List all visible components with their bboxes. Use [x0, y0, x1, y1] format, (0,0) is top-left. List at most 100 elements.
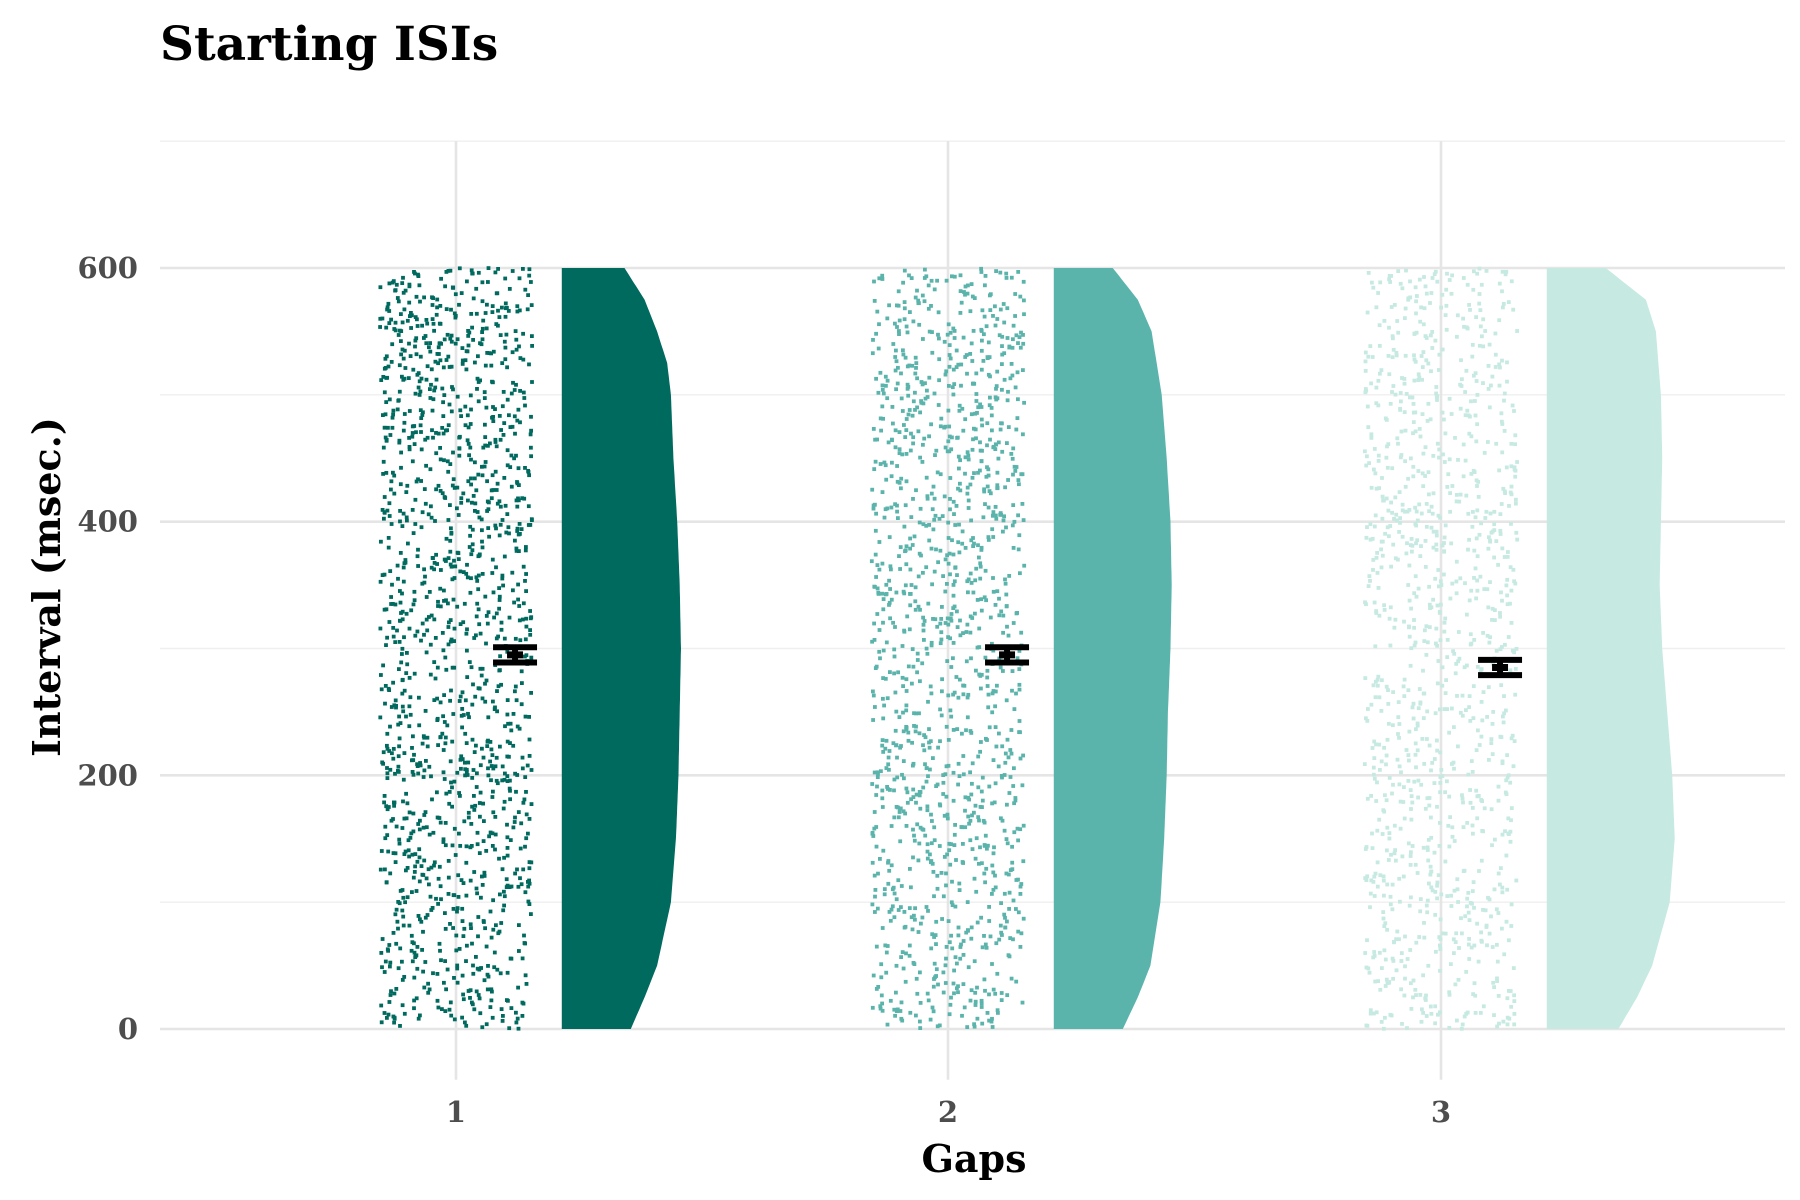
data-point [957, 466, 961, 471]
data-point [517, 522, 522, 526]
data-point [951, 692, 955, 697]
data-point [404, 714, 408, 719]
data-point [962, 290, 966, 294]
data-point [396, 764, 401, 769]
data-point [1366, 354, 1371, 359]
data-point [920, 460, 925, 464]
data-point [1429, 333, 1433, 338]
data-point [512, 388, 517, 392]
data-point [1429, 835, 1434, 840]
data-point [391, 279, 396, 283]
data-point [457, 831, 461, 836]
data-point [442, 599, 446, 603]
data-point [1409, 794, 1414, 798]
data-point [1429, 768, 1433, 773]
data-point [1425, 796, 1430, 801]
data-point [381, 445, 386, 450]
data-point [503, 345, 508, 350]
data-point [513, 815, 517, 820]
data-point [444, 667, 449, 672]
data-point [399, 450, 403, 455]
data-point [1436, 873, 1441, 878]
data-point [923, 396, 928, 401]
data-point [1380, 539, 1385, 544]
data-point [1004, 837, 1009, 841]
data-point [449, 688, 453, 693]
data-point [902, 300, 907, 304]
data-point [887, 868, 892, 873]
data-point [1417, 375, 1422, 380]
data-point [409, 326, 413, 330]
data-point [486, 766, 490, 771]
data-point [941, 970, 946, 975]
data-point [1512, 739, 1517, 743]
data-point [437, 816, 442, 820]
data-point [1409, 807, 1413, 811]
data-point [435, 665, 440, 670]
data-point [443, 927, 448, 931]
data-point [885, 396, 890, 401]
data-point [972, 876, 977, 881]
data-point [888, 670, 892, 674]
data-point [939, 871, 944, 875]
data-point [401, 356, 406, 361]
data-point [524, 790, 528, 794]
data-point [1389, 305, 1394, 309]
data-point [1438, 968, 1442, 973]
data-point [999, 609, 1004, 614]
data-point [385, 947, 390, 952]
data-point [882, 892, 887, 897]
data-point [1499, 683, 1504, 687]
data-point [983, 502, 987, 506]
data-point [411, 602, 416, 607]
data-point [979, 915, 983, 920]
data-point [948, 708, 953, 713]
data-point [975, 1016, 980, 1021]
data-point [993, 395, 998, 400]
data-point [922, 733, 926, 737]
data-point [458, 757, 463, 762]
data-point [1369, 381, 1373, 386]
data-point [1371, 568, 1375, 572]
data-point [1406, 688, 1411, 693]
y-tick-label: 600 [77, 251, 138, 285]
data-point [976, 754, 981, 759]
data-point [527, 817, 532, 821]
data-point [1504, 778, 1509, 783]
data-point [947, 940, 952, 945]
data-point [1492, 1013, 1496, 1017]
data-point [957, 403, 962, 408]
data-point [441, 365, 446, 370]
data-point [438, 604, 443, 609]
data-point [1364, 602, 1368, 607]
data-point [1386, 702, 1391, 706]
data-point [473, 803, 478, 808]
data-point [928, 684, 933, 689]
data-point [422, 768, 427, 773]
data-point [1438, 937, 1443, 942]
data-point [450, 804, 454, 809]
data-point [488, 759, 492, 764]
data-point [516, 884, 521, 889]
data-point [523, 890, 528, 895]
data-point [1468, 719, 1473, 723]
data-point [930, 507, 935, 512]
data-point [1021, 368, 1025, 372]
data-point [1363, 390, 1368, 395]
data-point [902, 524, 907, 529]
data-point [1000, 344, 1004, 348]
data-point [1387, 980, 1392, 984]
data-point [518, 876, 522, 881]
data-point [1433, 269, 1438, 274]
data-point [979, 1001, 984, 1006]
data-point [1375, 828, 1380, 833]
data-point [987, 403, 992, 408]
data-point [898, 567, 902, 571]
data-point [1498, 611, 1502, 615]
data-point [422, 632, 426, 637]
data-point [1502, 952, 1507, 957]
data-point [379, 687, 384, 692]
data-point [421, 775, 426, 779]
data-point [1502, 711, 1506, 716]
data-point [1494, 441, 1499, 446]
